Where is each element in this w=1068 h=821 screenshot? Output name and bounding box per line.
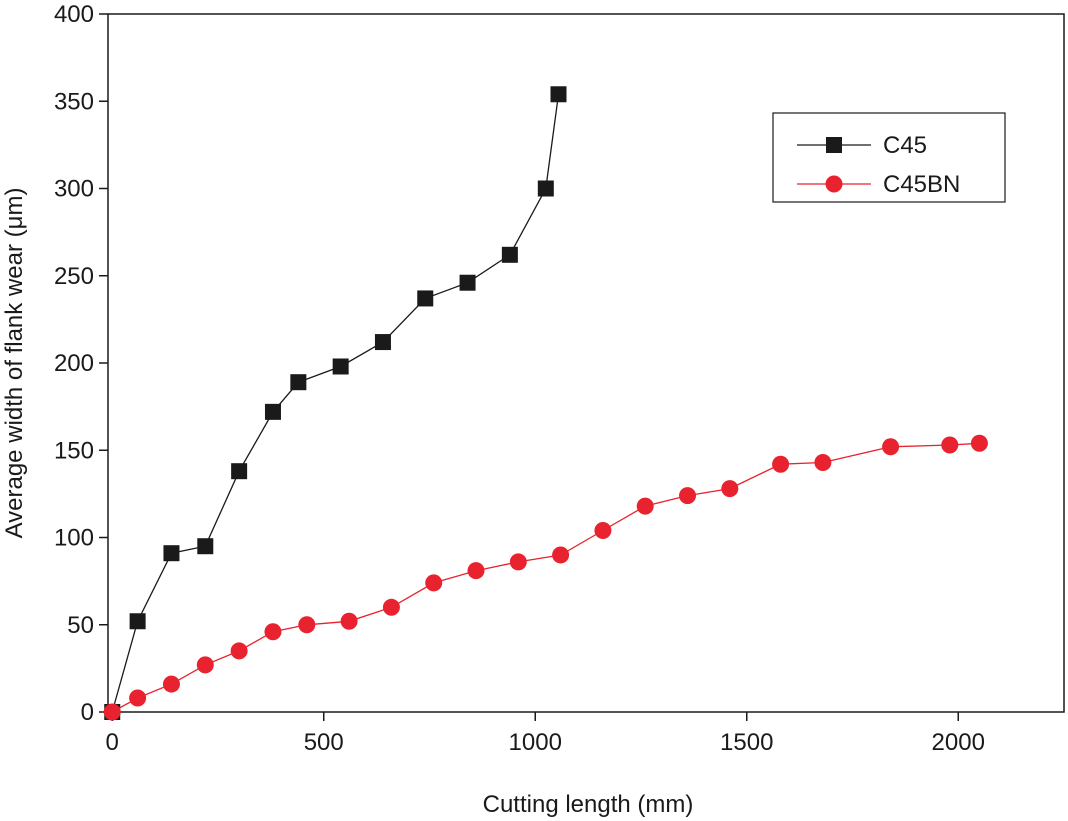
series-c45 xyxy=(104,86,567,720)
y-tick-label: 350 xyxy=(54,88,94,115)
data-point xyxy=(459,274,476,291)
data-point xyxy=(417,290,434,307)
series-layer xyxy=(103,86,988,721)
data-point xyxy=(970,434,988,452)
data-point xyxy=(382,598,400,616)
data-point xyxy=(264,623,282,641)
data-point xyxy=(550,86,567,103)
x-tick-label: 500 xyxy=(304,729,344,756)
y-tick-label: 250 xyxy=(54,263,94,290)
y-tick-label: 300 xyxy=(54,176,94,203)
data-point xyxy=(721,480,739,498)
x-tick-label: 0 xyxy=(106,729,119,756)
data-point xyxy=(941,436,959,454)
x-tick-label: 1000 xyxy=(509,729,562,756)
data-point xyxy=(552,546,570,564)
y-tick-label: 200 xyxy=(54,350,94,377)
data-point xyxy=(374,334,391,351)
legend-entries: C45 C45BN xyxy=(797,132,960,198)
data-point xyxy=(679,487,697,505)
data-point xyxy=(537,180,554,197)
legend: C45 C45BN xyxy=(772,112,1006,203)
data-point xyxy=(332,358,349,375)
legend-marker xyxy=(826,137,842,153)
data-point xyxy=(594,522,612,540)
data-point xyxy=(298,616,316,634)
series-c45bn xyxy=(103,434,988,721)
data-point xyxy=(467,562,485,580)
legend-box xyxy=(772,112,1006,203)
data-point xyxy=(509,553,527,571)
x-tick-label: 1500 xyxy=(720,729,773,756)
data-point xyxy=(162,675,180,693)
data-point xyxy=(772,455,790,473)
data-point xyxy=(882,438,900,456)
series-line xyxy=(111,442,980,713)
data-point xyxy=(340,612,358,630)
y-tick-label: 150 xyxy=(54,437,94,464)
y-tick-label: 0 xyxy=(81,699,94,726)
data-point xyxy=(290,374,307,391)
data-point xyxy=(129,613,146,630)
legend-label: C45 xyxy=(883,132,927,159)
y-tick-label: 50 xyxy=(67,612,94,639)
y-tick-label: 400 xyxy=(54,1,94,28)
data-point xyxy=(196,656,214,674)
data-point xyxy=(264,403,281,420)
data-point xyxy=(636,497,654,515)
x-axis-ticks: 0 500 1000 1500 2000 xyxy=(106,712,985,756)
data-point xyxy=(814,453,832,471)
legend-marker xyxy=(825,175,843,193)
data-point xyxy=(103,703,121,721)
data-point xyxy=(230,642,248,660)
data-point xyxy=(501,246,518,263)
data-point xyxy=(197,538,214,555)
y-axis-ticks: 0 50 100 150 200 250 300 350 400 xyxy=(54,1,108,726)
series-line xyxy=(111,94,560,713)
legend-label: C45BN xyxy=(883,171,960,198)
data-point xyxy=(163,545,180,562)
data-point xyxy=(129,689,147,707)
data-point xyxy=(231,463,248,480)
data-point xyxy=(425,574,443,592)
x-axis-title: Cutting length (mm) xyxy=(483,791,694,818)
y-tick-label: 100 xyxy=(54,525,94,552)
y-axis-title: Average width of flank wear (μm) xyxy=(1,188,28,539)
x-tick-label: 2000 xyxy=(932,729,985,756)
